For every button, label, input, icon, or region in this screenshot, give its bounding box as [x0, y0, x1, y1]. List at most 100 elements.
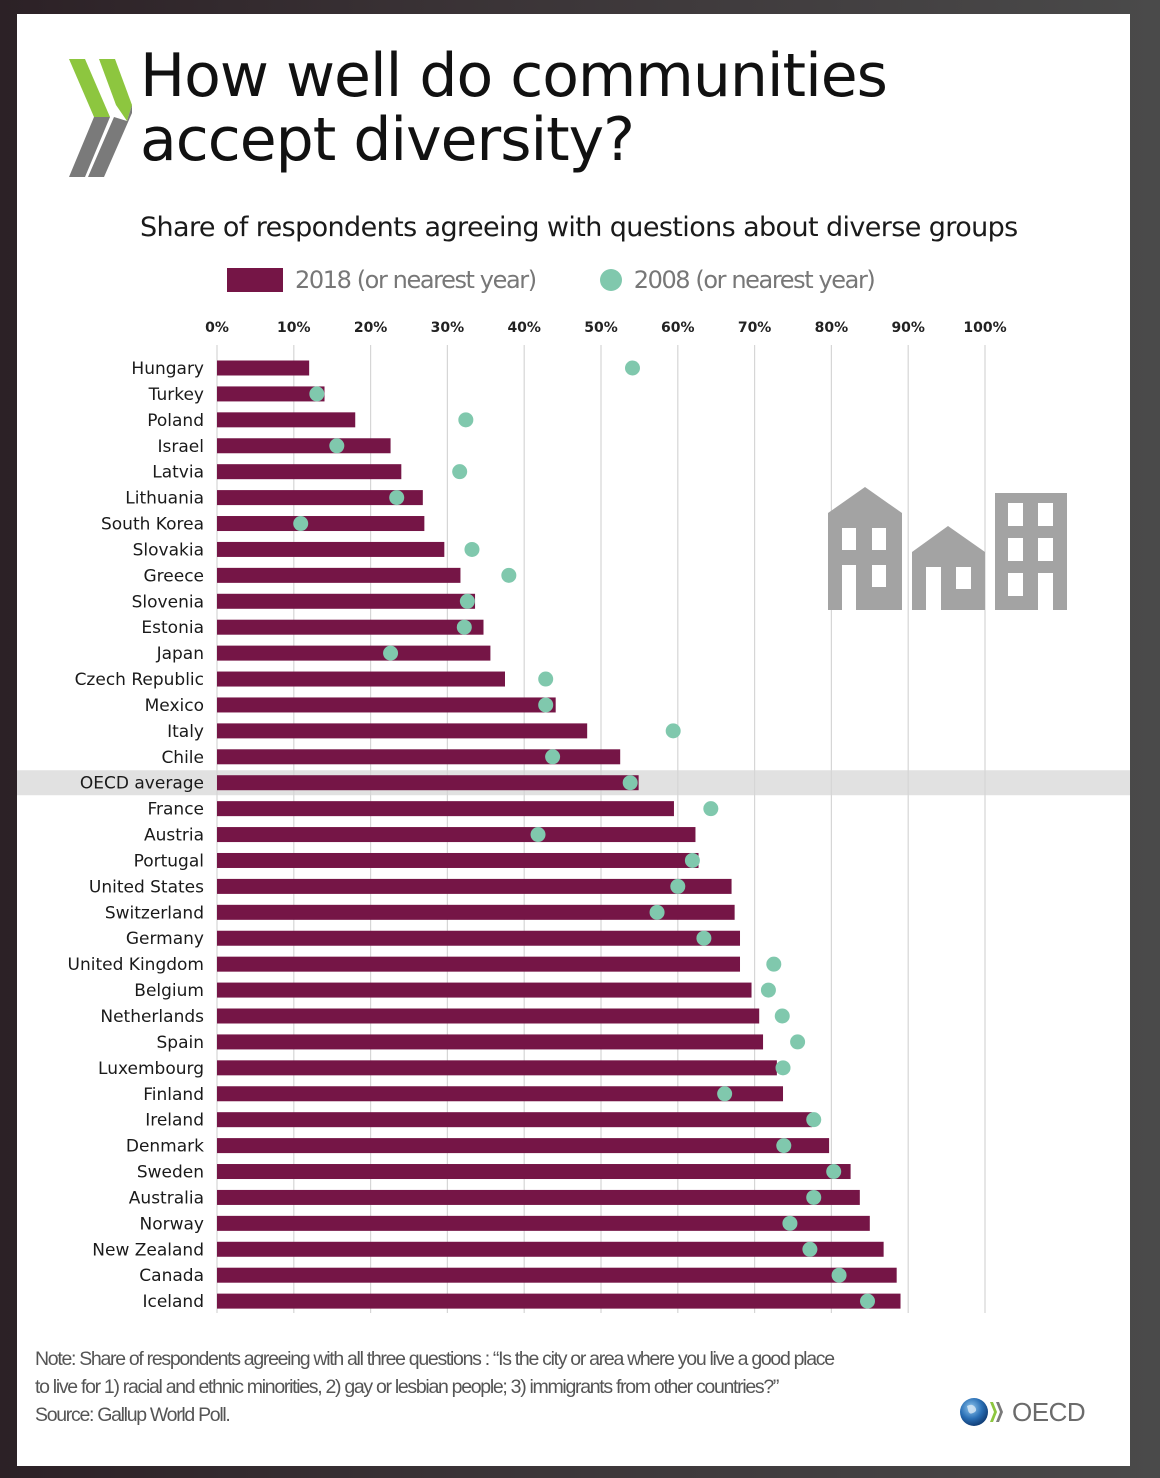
country-label: Australia	[129, 1188, 204, 1208]
dot-2008	[831, 1267, 847, 1283]
legend-swatch-2008	[599, 269, 622, 291]
dot-2008	[782, 1215, 798, 1231]
x-tick-label: 30%	[431, 320, 465, 336]
footnote: Note: Share of respondents agreeing with…	[35, 1345, 995, 1429]
country-label: Italy	[167, 722, 204, 742]
country-label: Slovakia	[133, 540, 204, 560]
country-label: Switzerland	[105, 903, 204, 923]
bar-2018	[217, 438, 391, 454]
chart: 0% 10% 20% 30% 40% 50% 60% 70% 80% 90% 100% Hungar…	[17, 320, 1130, 1313]
country-label: Lithuania	[125, 489, 204, 509]
title-line-1: How well do communities	[140, 41, 888, 111]
country-labels: Hungary Turkey Poland Israel Latvia Lithuania…	[68, 359, 205, 1312]
bar-2018	[217, 412, 356, 428]
bar-2018	[217, 1189, 860, 1205]
dot-2008	[464, 541, 480, 557]
bar-2018	[217, 1008, 760, 1024]
note-line-2: to live for 1) racial and ethnic minorit…	[35, 1376, 779, 1398]
bar-2018	[217, 801, 674, 817]
x-tick-label: 60%	[661, 320, 695, 336]
dot-2008	[649, 904, 665, 920]
bar-2018	[217, 956, 741, 972]
country-label: Belgium	[134, 981, 204, 1001]
country-label: OECD average	[80, 774, 204, 794]
dot-2008	[452, 464, 468, 480]
country-label: Estonia	[141, 618, 204, 638]
x-tick-label: 20%	[354, 320, 388, 336]
country-label: Greece	[143, 566, 204, 586]
country-label: Portugal	[134, 851, 204, 871]
dot-2008	[670, 878, 686, 894]
dot-2008	[760, 982, 776, 998]
bar-2018	[217, 464, 402, 480]
bar-2018	[217, 982, 752, 998]
bar-2018	[217, 1086, 784, 1102]
dot-2008	[790, 1034, 806, 1050]
oecd-wordmark: OECD	[1012, 1396, 1086, 1427]
country-label: United Kingdom	[68, 955, 204, 975]
dot-2008	[776, 1138, 792, 1154]
title-line-2: accept diversity?	[140, 105, 635, 175]
country-label: Austria	[144, 826, 204, 846]
dot-2008	[806, 1189, 822, 1205]
globe-icon	[960, 1398, 1003, 1426]
x-tick-label: 40%	[507, 320, 541, 336]
dot-2008	[538, 697, 554, 713]
x-tick-label: 0%	[205, 320, 229, 336]
bar-2018	[217, 386, 325, 402]
country-label: Turkey	[148, 385, 204, 405]
bar-2018	[217, 360, 310, 376]
dot-2008	[717, 1086, 733, 1102]
country-label: Czech Republic	[75, 670, 204, 690]
country-label: Ireland	[145, 1111, 204, 1131]
country-label: Iceland	[142, 1292, 204, 1312]
dot-2008	[329, 438, 345, 454]
country-label: Germany	[126, 929, 204, 949]
dot-2008	[665, 723, 681, 739]
dot-2008	[622, 775, 638, 791]
dot-2008	[624, 360, 640, 376]
dot-2008	[538, 671, 554, 687]
bar-2018	[217, 1267, 897, 1283]
x-tick-label: 70%	[738, 320, 772, 336]
note-line-1: Note: Share of respondents agreeing with…	[35, 1348, 835, 1370]
dot-2008	[545, 749, 561, 765]
dot-2008	[802, 1241, 818, 1257]
dot-2008	[696, 930, 712, 946]
dot-2008	[389, 490, 405, 506]
dot-2008	[458, 412, 474, 428]
legend: 2018 (or nearest year) 2008 (or nearest …	[227, 263, 876, 297]
dot-2008	[293, 516, 309, 532]
country-label: Norway	[140, 1214, 205, 1234]
country-label: Denmark	[126, 1137, 204, 1157]
dot-2008	[806, 1112, 822, 1128]
country-label: Spain	[157, 1033, 205, 1053]
buildings-icon	[828, 487, 1067, 610]
source-line: Source: Gallup World Poll.	[35, 1404, 231, 1426]
oecd-chevron-logo-icon	[69, 59, 132, 177]
dot-2008	[826, 1164, 842, 1180]
dot-2008	[383, 645, 399, 661]
oecd-logo: OECD	[958, 1396, 1086, 1428]
country-label: Latvia	[152, 463, 204, 483]
x-axis-ticks: 0% 10% 20% 30% 40% 50% 60% 70% 80% 90% 100%	[205, 320, 1007, 336]
bar-2018	[217, 1293, 901, 1309]
country-label: New Zealand	[92, 1240, 204, 1260]
bar-2018	[217, 749, 621, 765]
country-label: Netherlands	[100, 1007, 204, 1027]
bar-2018	[217, 567, 461, 583]
bar-2018	[217, 827, 696, 843]
legend-label-2018: 2018 (or nearest year)	[295, 266, 537, 294]
country-label: Poland	[147, 411, 204, 431]
x-tick-label: 90%	[891, 320, 925, 336]
bar-2018	[217, 1138, 830, 1154]
bar-2018	[217, 671, 505, 687]
x-tick-label: 50%	[584, 320, 618, 336]
bar-2018	[217, 1215, 870, 1231]
country-label: Chile	[161, 748, 204, 768]
legend-label-2008: 2008 (or nearest year)	[633, 266, 876, 294]
dot-2008	[456, 619, 472, 635]
bar-2018	[217, 593, 476, 609]
dot-2008	[703, 801, 719, 817]
country-label: Slovenia	[132, 592, 204, 612]
